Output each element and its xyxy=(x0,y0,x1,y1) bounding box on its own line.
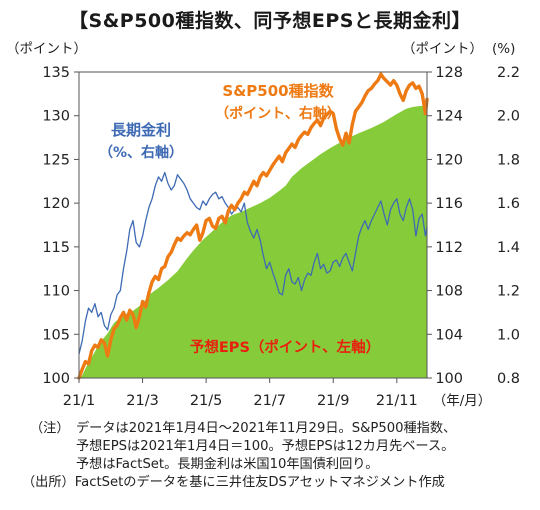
sp500-annotation-sub: （ポイント、右軸） xyxy=(215,105,341,122)
note-line-2: 予想EPSは2021年1月4日＝100。予想EPSは12カ月先ベース。 xyxy=(30,438,535,456)
left-tick-label: 110 xyxy=(42,284,70,300)
note-prefix: （注） xyxy=(30,421,70,436)
left-tick-label: 130 xyxy=(42,109,70,125)
x-tick-label: 21/9 xyxy=(317,393,350,409)
left-tick-label: 125 xyxy=(42,152,70,168)
right-primary-tick-label: 124 xyxy=(435,109,463,125)
note-line-1: （注） データは2021年1月4日～2021年11月29日。S&P500種指数、 xyxy=(30,420,535,438)
right-primary-tick-label: 104 xyxy=(435,327,463,343)
left-tick-label: 100 xyxy=(42,371,70,387)
right-primary-tick-label: 128 xyxy=(435,65,463,81)
eps-area xyxy=(79,105,427,378)
x-tick-label: 21/3 xyxy=(126,393,159,409)
x-tick-label: 21/5 xyxy=(190,393,223,409)
right-secondary-tick-label: 1.6 xyxy=(497,196,520,212)
source-text: FactSetのデータを基に三井住友DSアセットマネジメント作成 xyxy=(74,475,445,490)
right-axis-unit-secondary: (%) xyxy=(492,41,515,57)
ticks-group: 100 105 110 115 120 125 130 135 100 104 108 112 116 1… xyxy=(42,65,520,409)
yield-annotation-sub: （%、右軸） xyxy=(99,144,183,161)
right-primary-tick-label: 120 xyxy=(435,152,463,168)
note-text-2: 予想EPSは2021年1月4日＝100。予想EPSは12カ月先ベース。 xyxy=(76,439,455,454)
sp500-annotation-title: S&P500種指数 xyxy=(222,82,334,100)
note-text-3: 予想はFactSet。長期金利は米国10年国債利回り。 xyxy=(76,457,379,472)
chart-svg: （ポイント） （ポイント） (%) 1001051101151201251301… xyxy=(6,41,520,409)
source-prefix: （出所） xyxy=(22,475,75,490)
right-primary-tick-label: 116 xyxy=(435,196,463,212)
plot-frame xyxy=(78,71,428,379)
right-axis-unit-primary: （ポイント） xyxy=(402,41,483,57)
right-secondary-tick-label: 2.0 xyxy=(497,109,520,125)
right-secondary-tick-label: 1.4 xyxy=(497,240,520,256)
x-tick-label: 21/1 xyxy=(63,393,96,409)
chart-title: 【S&P500種指数、同予想EPSと長期金利】 xyxy=(69,10,471,32)
x-axis-unit: （年/月） xyxy=(433,393,492,409)
eps-area-group xyxy=(79,105,427,378)
right-primary-tick-label: 108 xyxy=(435,284,463,300)
left-tick-label: 115 xyxy=(42,240,70,256)
yield-line xyxy=(78,171,428,355)
left-tick-label: 135 xyxy=(42,65,70,81)
right-secondary-tick-label: 1.2 xyxy=(497,284,520,300)
notes-block: （注） データは2021年1月4日～2021年11月29日。S&P500種指数、 … xyxy=(30,420,535,474)
eps-annotation: 予想EPS（ポイント、左軸） xyxy=(190,338,380,356)
left-tick-label: 120 xyxy=(42,196,70,212)
right-secondary-tick-label: 0.8 xyxy=(497,371,520,387)
note-line-3: 予想はFactSet。長期金利は米国10年国債利回り。 xyxy=(30,456,535,474)
left-tick-label: 105 xyxy=(42,327,70,343)
right-secondary-tick-label: 1.8 xyxy=(497,152,520,168)
left-axis-unit: （ポイント） xyxy=(6,41,87,57)
note-text-1: データは2021年1月4日～2021年11月29日。S&P500種指数、 xyxy=(76,421,457,436)
x-tick-label: 21/11 xyxy=(376,393,418,409)
sp500-line xyxy=(77,72,429,380)
right-primary-tick-label: 100 xyxy=(435,371,463,387)
source-line: （出所）FactSetのデータを基に三井住友DSアセットマネジメント作成 xyxy=(22,471,445,490)
right-primary-tick-label: 112 xyxy=(435,240,463,256)
right-secondary-tick-label: 1.0 xyxy=(497,327,520,343)
right-secondary-tick-label: 2.2 xyxy=(497,65,520,81)
x-tick-label: 21/7 xyxy=(253,393,286,409)
lines-group xyxy=(77,72,429,380)
yield-annotation-title: 長期金利 xyxy=(111,121,171,139)
